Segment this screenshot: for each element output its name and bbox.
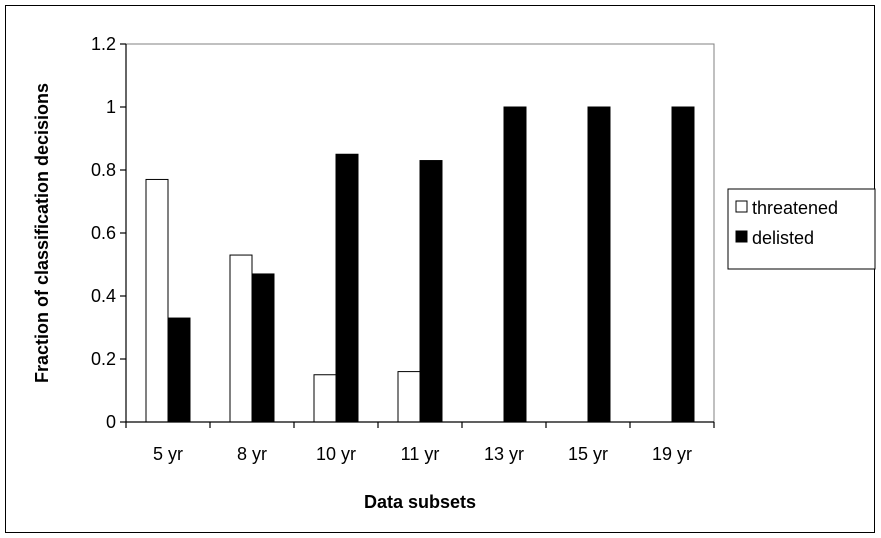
y-tick-label: 1.2	[91, 34, 116, 54]
bars	[145, 106, 695, 423]
bar-delisted-15yr	[587, 106, 611, 423]
legend-swatch-delisted	[735, 230, 748, 243]
legend: threatened delisted	[727, 188, 876, 270]
legend-box	[727, 188, 876, 270]
y-tick-label: 0	[106, 412, 116, 432]
legend-swatch-threatened	[735, 200, 748, 213]
x-tick-label: 8 yr	[237, 444, 267, 464]
legend-label-threatened: threatened	[752, 198, 838, 218]
y-tick-label: 0.2	[91, 349, 116, 369]
x-tick-label: 15 yr	[568, 444, 608, 464]
y-tick-label: 0.4	[91, 286, 116, 306]
bar-delisted-19yr	[671, 106, 695, 423]
x-tick-label: 13 yr	[484, 444, 524, 464]
legend-label-delisted: delisted	[752, 228, 814, 248]
x-axis: 5 yr 8 yr 10 yr 11 yr 13 yr 15 yr 19 yr	[125, 421, 715, 464]
y-tick-label: 0.6	[91, 223, 116, 243]
x-tick-label: 11 yr	[401, 444, 440, 464]
bar-threatened-5yr	[145, 178, 169, 423]
bar-delisted-11yr	[419, 160, 443, 423]
bar-threatened-8yr	[229, 254, 253, 423]
bar-threatened-11yr	[397, 371, 421, 423]
y-tick-label: 1	[106, 97, 116, 117]
x-tick-label: 19 yr	[652, 444, 692, 464]
bar-delisted-10yr	[335, 153, 359, 423]
bar-delisted-13yr	[503, 106, 527, 423]
y-axis: 0 0.2 0.4 0.6 0.8 1 1.2	[91, 34, 127, 432]
x-tick-label: 10 yr	[316, 444, 356, 464]
bar-delisted-5yr	[167, 317, 191, 423]
y-axis-title: Fraction of classification decisions	[32, 83, 52, 383]
x-tick-label: 5 yr	[153, 444, 183, 464]
y-tick-label: 0.8	[91, 160, 116, 180]
bar-delisted-8yr	[251, 273, 275, 423]
x-axis-title: Data subsets	[364, 492, 476, 512]
bar-threatened-10yr	[313, 374, 337, 423]
